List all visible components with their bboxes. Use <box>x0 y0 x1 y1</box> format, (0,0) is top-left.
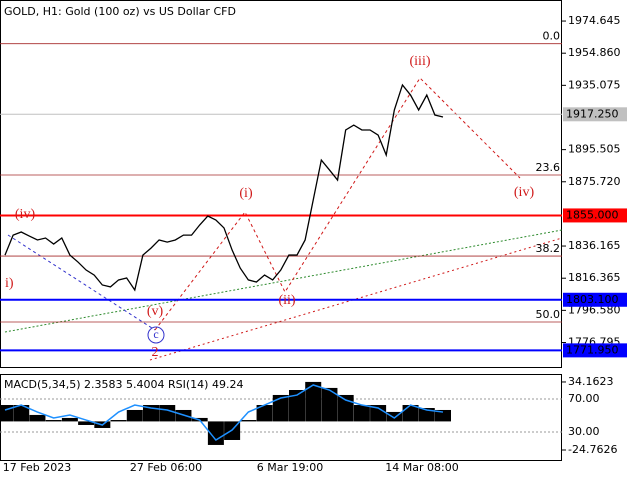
level-label: 1855.000 <box>566 208 619 221</box>
macd-bar <box>370 405 387 422</box>
level-box <box>563 208 627 223</box>
wave-label: 2 <box>152 345 159 360</box>
x-tick-label: 6 Mar 19:00 <box>257 461 323 474</box>
macd-bar <box>418 408 435 422</box>
trendline <box>149 237 563 361</box>
y-tick-label: 1954.860 <box>568 46 621 59</box>
fib-label: 38.2 <box>536 242 561 255</box>
fib-label: 0.0 <box>543 30 561 43</box>
wave-label: (i) <box>239 186 253 201</box>
macd-bar <box>29 414 46 422</box>
macd-bar <box>126 409 143 422</box>
chart-title: GOLD, H1: Gold (100 oz) vs US Dollar CFD <box>4 5 236 18</box>
macd-bar <box>256 405 273 422</box>
fib-label: 23.6 <box>536 161 561 174</box>
y-tick-label: 1935.075 <box>568 78 621 91</box>
macd-bar <box>159 405 176 422</box>
macd-bar <box>353 405 370 422</box>
y2-tick-label: 70.00 <box>568 392 600 405</box>
y-tick-label: 1816.365 <box>568 271 621 284</box>
macd-bar <box>110 420 127 422</box>
level-box <box>563 292 627 307</box>
macd-bar <box>289 390 305 422</box>
macd-bar <box>45 420 62 422</box>
indicator-title: MACD(5,34,5) 2.3583 5.4004 RSI(14) 49.24 <box>4 378 243 391</box>
wave-label: (iv) <box>514 185 535 200</box>
level-label: 1771.950 <box>566 343 619 356</box>
rsi-line <box>4 384 444 442</box>
wave-label: c <box>153 327 158 341</box>
macd-bar <box>272 394 289 422</box>
wave-label: (ii) <box>278 293 295 308</box>
price-line <box>4 83 444 292</box>
x-tick-label: 27 Feb 06:00 <box>130 461 202 474</box>
wave-label: (v) <box>147 304 164 319</box>
macd-bar <box>78 421 95 425</box>
x-tick-label: 17 Feb 2023 <box>3 461 71 474</box>
x-tick-label: 14 Mar 08:00 <box>385 461 458 474</box>
wave-label: i) <box>5 276 14 291</box>
level-label: 1803.100 <box>566 293 619 306</box>
y2-tick-label: 30.00 <box>568 425 600 438</box>
macd-bar <box>240 420 257 422</box>
wave-circle <box>147 326 165 344</box>
wave-line <box>154 77 521 331</box>
wave-label: (iv) <box>15 207 36 222</box>
y-tick-label: -24.7626 <box>568 443 617 456</box>
y-tick-label: 1974.645 <box>568 14 621 27</box>
trendline <box>4 229 563 333</box>
macd-bar <box>305 381 322 422</box>
macd-bar <box>435 409 451 422</box>
y-tick-label: 34.1623 <box>568 375 614 388</box>
y-tick-label: 1836.165 <box>568 239 621 252</box>
level-box <box>563 107 627 122</box>
wave-line <box>7 234 156 331</box>
wave-label: (iii) <box>410 54 431 69</box>
macd-bar <box>13 405 30 422</box>
level-label: 1917.250 <box>566 107 619 120</box>
y-tick-label: 1895.505 <box>568 143 621 156</box>
main-frame <box>0 0 562 368</box>
level-box <box>563 343 627 358</box>
macd-bar <box>337 394 354 422</box>
y-tick-label: 1875.720 <box>568 175 621 188</box>
macd-bar <box>321 387 338 422</box>
macd-bar <box>207 421 224 445</box>
macd-bar <box>386 411 403 422</box>
macd-bar <box>61 417 78 422</box>
fib-label: 50.0 <box>536 308 561 321</box>
